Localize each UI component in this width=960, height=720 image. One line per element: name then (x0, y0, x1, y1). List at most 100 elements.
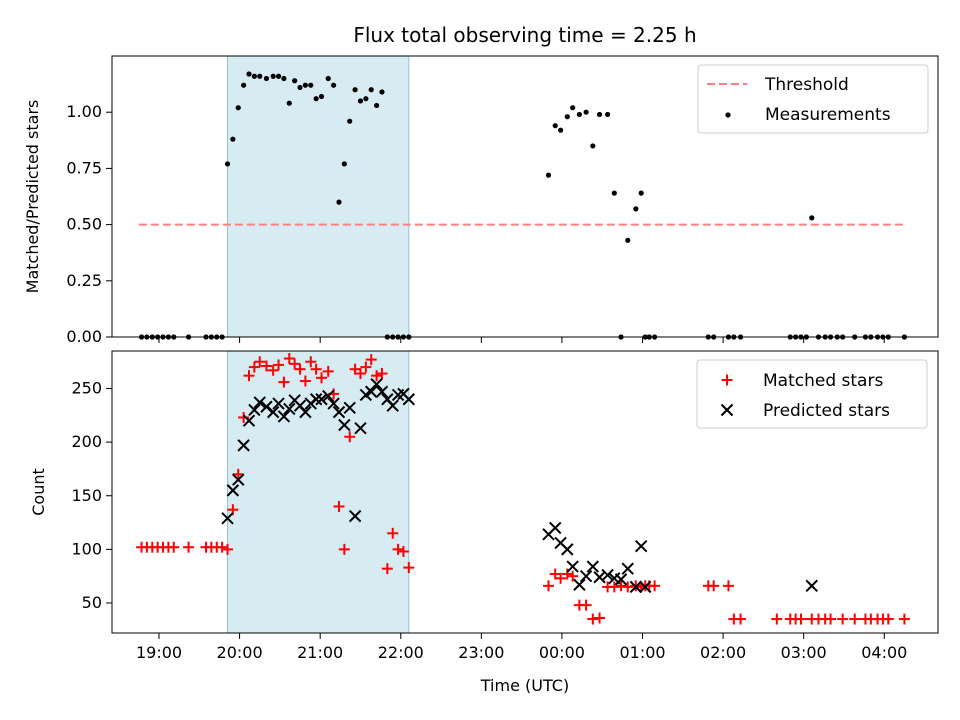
matched-star-point (898, 613, 910, 625)
x-tick-label: 22:00 (378, 643, 424, 662)
predicted-star-point (299, 405, 312, 419)
measurement-point (357, 98, 364, 104)
predicted-star-point (332, 405, 346, 419)
measurement-point (373, 102, 380, 109)
cross-stroke-b (283, 402, 296, 416)
top-y-ticks: 0.00 0.25 0.50 0.75 1.00 (66, 102, 112, 346)
cross-stroke-b (315, 393, 328, 406)
matched-star-point (289, 358, 301, 370)
cross-stroke-b (805, 579, 818, 593)
cross-stroke-b (370, 378, 383, 391)
predicted-star-point (579, 569, 593, 583)
matched-star-point (567, 570, 579, 582)
matched-star-point (273, 359, 285, 371)
predicted-star-point (629, 580, 643, 594)
cross-stroke-b (354, 421, 367, 435)
cross-stroke-b (237, 439, 250, 452)
bottom-y-tick-label: 200 (71, 432, 102, 451)
predicted-star-point (601, 568, 614, 582)
measurement-point (331, 82, 337, 88)
cross-stroke-b (332, 405, 346, 419)
legend-threshold-label: Threshold (764, 75, 849, 95)
cross-stroke-b (402, 393, 416, 406)
x-tick-label: 03:00 (781, 643, 827, 662)
cross-stroke-b (327, 397, 340, 410)
matched-star-point (254, 356, 266, 368)
x-tick-label: 19:00 (136, 643, 182, 662)
cross-stroke-b (338, 418, 351, 432)
matched-star-point (392, 543, 404, 555)
measurement-point (638, 190, 644, 196)
matched-star-point (771, 613, 783, 625)
matched-star-point (338, 543, 350, 555)
x-tick-label: 23:00 (458, 643, 504, 662)
cross-stroke-b (343, 401, 356, 415)
cross-stroke-b (365, 385, 378, 398)
legend-matched-label: Matched stars (763, 371, 883, 391)
predicted-star-point (354, 421, 367, 435)
matched-star-point (825, 613, 837, 625)
measurement-point (809, 215, 815, 221)
top-axes-frame (111, 55, 939, 338)
cross-stroke-b (601, 568, 614, 582)
matched-star-point (354, 368, 366, 380)
measurement-point (270, 73, 276, 79)
matched-star-point (168, 541, 180, 553)
predicted-star-point (593, 571, 606, 584)
cross-stroke-b (593, 571, 606, 584)
cross-stroke-b (248, 403, 261, 417)
matched-star-point (837, 613, 849, 625)
measurement-point (557, 127, 564, 133)
chart-title: Flux total observing time = 2.25 h (353, 23, 696, 47)
measurement-point (625, 237, 631, 243)
cross-stroke-b (621, 562, 634, 575)
matched-star-point (615, 580, 627, 592)
predicted-star-point (365, 385, 378, 398)
predicted-star-point (614, 573, 628, 586)
predicted-star-point (283, 402, 296, 416)
matched-star-point (722, 580, 734, 592)
measurement-point (224, 161, 231, 167)
measurement-point (545, 172, 552, 178)
matched-star-point (376, 368, 388, 380)
measurement-point (570, 105, 576, 111)
measurement-point (379, 89, 385, 95)
matched-star-point (299, 375, 311, 387)
cross-stroke-b (272, 397, 285, 410)
cross-stroke-b (232, 473, 245, 486)
predicted-star-point (277, 410, 291, 423)
matched-star-point (795, 613, 807, 625)
cross-stroke-b (293, 399, 307, 412)
matched-star-point (365, 354, 377, 366)
cross-stroke-b (638, 580, 652, 594)
measurement-point (281, 75, 287, 82)
bottom-y-axis-label: Count (29, 468, 48, 516)
bottom-y-tick-label: 150 (71, 486, 102, 505)
measurement-point (576, 111, 582, 118)
measurement-point (286, 100, 292, 106)
predicted-star-point (266, 405, 280, 419)
matched-star-point (561, 568, 573, 580)
predicted-star-point (237, 439, 250, 452)
matched-star-point (222, 543, 234, 555)
legend-measurement-swatch (725, 112, 731, 118)
x-axis-label: Time (UTC) (480, 676, 569, 695)
measurement-point (230, 136, 236, 142)
top-y-tick-label: 0.75 (66, 158, 102, 177)
top-x-ticks (158, 337, 885, 343)
predicted-star-point (375, 385, 389, 398)
cross-stroke-b (242, 414, 256, 427)
cross-stroke-b (226, 484, 240, 497)
matched-star-point (183, 541, 195, 553)
predicted-star-point (248, 403, 261, 417)
matched-star-point (322, 365, 334, 377)
top-y-tick-label: 0.00 (66, 327, 102, 346)
predicted-star-point (322, 389, 335, 403)
bottom-legend: Matched stars Predicted stars (696, 359, 928, 429)
measurement-point (325, 75, 331, 82)
measurement-point (297, 84, 303, 91)
matched-star-point (543, 580, 555, 592)
measurement-point (292, 78, 298, 84)
bottom-y-tick-label: 100 (71, 539, 102, 558)
cross-stroke-b (566, 560, 579, 573)
